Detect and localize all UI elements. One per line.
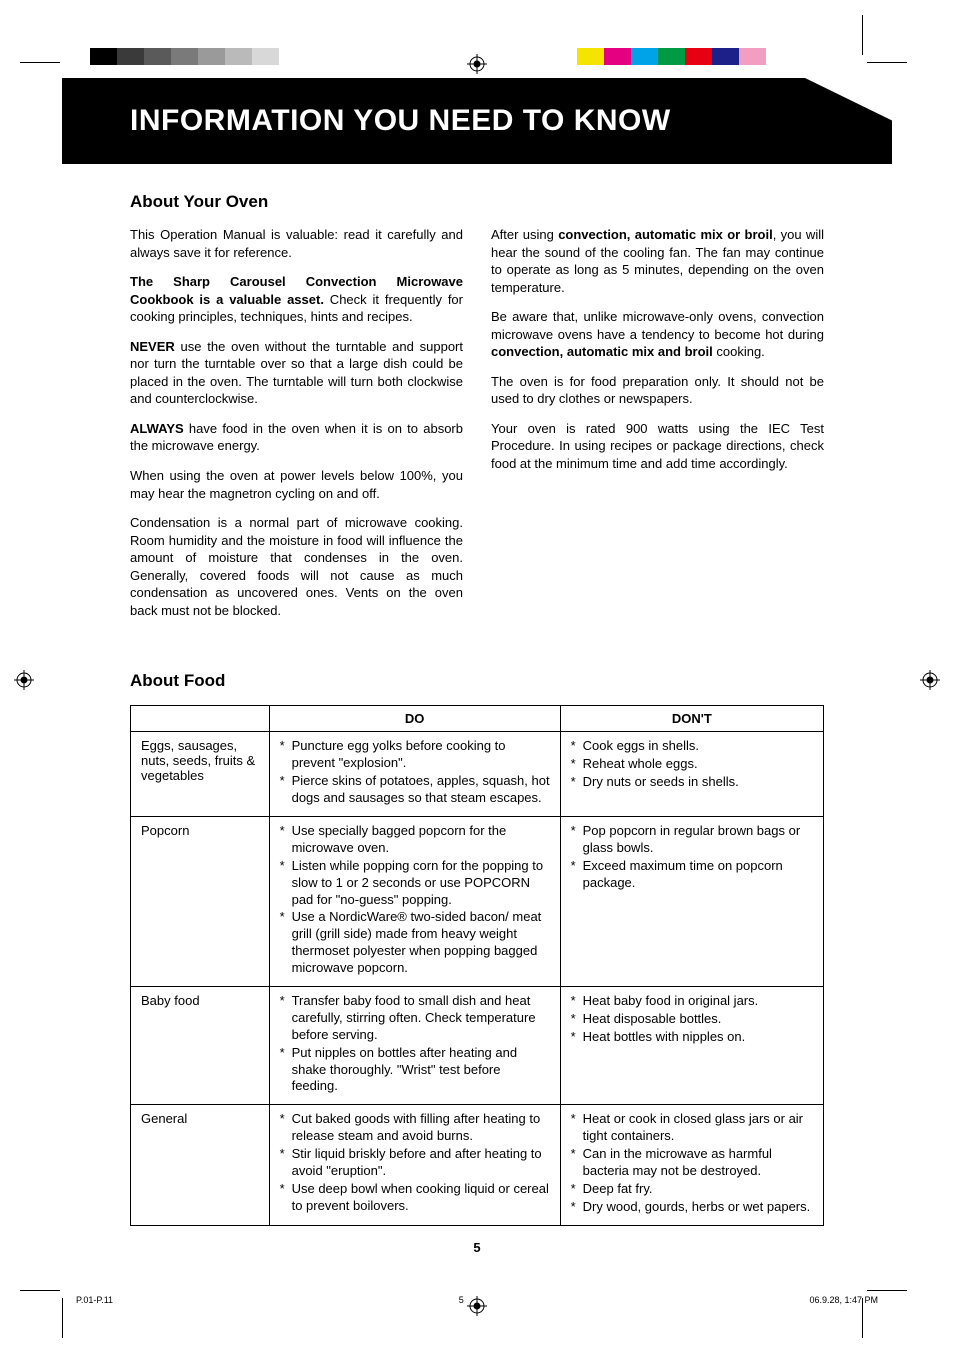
dont-cell: Pop popcorn in regular brown bags or gla… (560, 816, 823, 986)
banner: INFORMATION YOU NEED TO KNOW (62, 78, 892, 164)
body-paragraph: The oven is for food preparation only. I… (491, 373, 824, 408)
list-item: Deep fat fry. (571, 1181, 813, 1198)
list-item: Put nipples on bottles after heating and… (280, 1045, 550, 1096)
dont-cell: Heat or cook in closed glass jars or air… (560, 1105, 823, 1225)
crop-mark (20, 62, 60, 63)
body-paragraph: Be aware that, unlike microwave-only ove… (491, 308, 824, 361)
list-item: Dry nuts or seeds in shells. (571, 774, 813, 791)
registration-mark-right (920, 670, 940, 690)
category-cell: Popcorn (131, 816, 270, 986)
body-paragraph: When using the oven at power levels belo… (130, 467, 463, 502)
grayscale-bar (90, 48, 279, 65)
list-item: Heat disposable bottles. (571, 1011, 813, 1028)
body-paragraph: ALWAYS have food in the oven when it is … (130, 420, 463, 455)
footer-center: 5 (459, 1295, 464, 1305)
list-item: Cook eggs in shells. (571, 738, 813, 755)
left-column: This Operation Manual is valuable: read … (130, 226, 463, 631)
table-row: General Cut baked goods with filling afte… (131, 1105, 824, 1225)
do-cell: Transfer baby food to small dish and hea… (269, 986, 560, 1104)
crop-mark (867, 1290, 907, 1291)
body-paragraph: After using convection, automatic mix or… (491, 226, 824, 296)
section-heading-oven: About Your Oven (130, 192, 824, 212)
list-item: Cut baked goods with filling after heati… (280, 1111, 550, 1145)
list-item: Puncture egg yolks before cooking to pre… (280, 738, 550, 772)
do-cell: Cut baked goods with filling after heati… (269, 1105, 560, 1225)
section-heading-food: About Food (130, 671, 824, 691)
body-paragraph: NEVER use the oven without the turntable… (130, 338, 463, 408)
two-column-text: This Operation Manual is valuable: read … (130, 226, 824, 631)
table-header-row: DO DON'T (131, 706, 824, 732)
registration-mark-left (14, 670, 34, 690)
table-row: Popcorn Use specially bagged popcorn for … (131, 816, 824, 986)
table-row: Baby foodTransfer baby food to small dis… (131, 986, 824, 1104)
crop-mark (862, 15, 863, 55)
list-item: Dry wood, gourds, herbs or wet papers. (571, 1199, 813, 1216)
page-number: 5 (130, 1240, 824, 1255)
list-item: Exceed maximum time on popcorn package. (571, 858, 813, 892)
list-item: Pop popcorn in regular brown bags or gla… (571, 823, 813, 857)
dont-cell: Cook eggs in shells.Reheat whole eggs.Dr… (560, 732, 823, 817)
body-paragraph: This Operation Manual is valuable: read … (130, 226, 463, 261)
do-cell: Use specially bagged popcorn for the mic… (269, 816, 560, 986)
category-cell: Eggs, sausages, nuts, seeds, fruits & ve… (131, 732, 270, 817)
body-paragraph: The Sharp Carousel Convection Microwave … (130, 273, 463, 326)
list-item: Heat baby food in original jars. (571, 993, 813, 1010)
list-item: Use a NordicWare® two-sided bacon/ meat … (280, 909, 550, 977)
list-item: Transfer baby food to small dish and hea… (280, 993, 550, 1044)
list-item: Heat or cook in closed glass jars or air… (571, 1111, 813, 1145)
footer-left: P.01-P.11 (76, 1295, 113, 1305)
registration-mark-top (467, 54, 487, 74)
footer: P.01-P.11 5 06.9.28, 1:47 PM (76, 1295, 878, 1305)
list-item: Listen while popping corn for the poppin… (280, 858, 550, 909)
footer-right: 06.9.28, 1:47 PM (809, 1295, 878, 1305)
category-cell: Baby food (131, 986, 270, 1104)
dont-cell: Heat baby food in original jars.Heat dis… (560, 986, 823, 1104)
body-paragraph: Your oven is rated 900 watts using the I… (491, 420, 824, 473)
banner-title: INFORMATION YOU NEED TO KNOW (130, 104, 671, 138)
table-header: DO (269, 706, 560, 732)
list-item: Reheat whole eggs. (571, 756, 813, 773)
page-content: INFORMATION YOU NEED TO KNOW About Your … (62, 78, 892, 1255)
list-item: Heat bottles with nipples on. (571, 1029, 813, 1046)
list-item: Can in the microwave as harmful bacteria… (571, 1146, 813, 1180)
list-item: Use deep bowl when cooking liquid or cer… (280, 1181, 550, 1215)
list-item: Stir liquid briskly before and after hea… (280, 1146, 550, 1180)
right-column: After using convection, automatic mix or… (491, 226, 824, 631)
table-row: Eggs, sausages, nuts, seeds, fruits & ve… (131, 732, 824, 817)
table-header (131, 706, 270, 732)
list-item: Pierce skins of potatoes, apples, squash… (280, 773, 550, 807)
category-cell: General (131, 1105, 270, 1225)
crop-mark (20, 1290, 60, 1291)
table-header: DON'T (560, 706, 823, 732)
do-cell: Puncture egg yolks before cooking to pre… (269, 732, 560, 817)
food-table: DO DON'T Eggs, sausages, nuts, seeds, fr… (130, 705, 824, 1225)
list-item: Use specially bagged popcorn for the mic… (280, 823, 550, 857)
crop-mark (867, 62, 907, 63)
body-paragraph: Condensation is a normal part of microwa… (130, 514, 463, 619)
crop-mark (62, 1298, 63, 1338)
color-bar (577, 48, 766, 65)
